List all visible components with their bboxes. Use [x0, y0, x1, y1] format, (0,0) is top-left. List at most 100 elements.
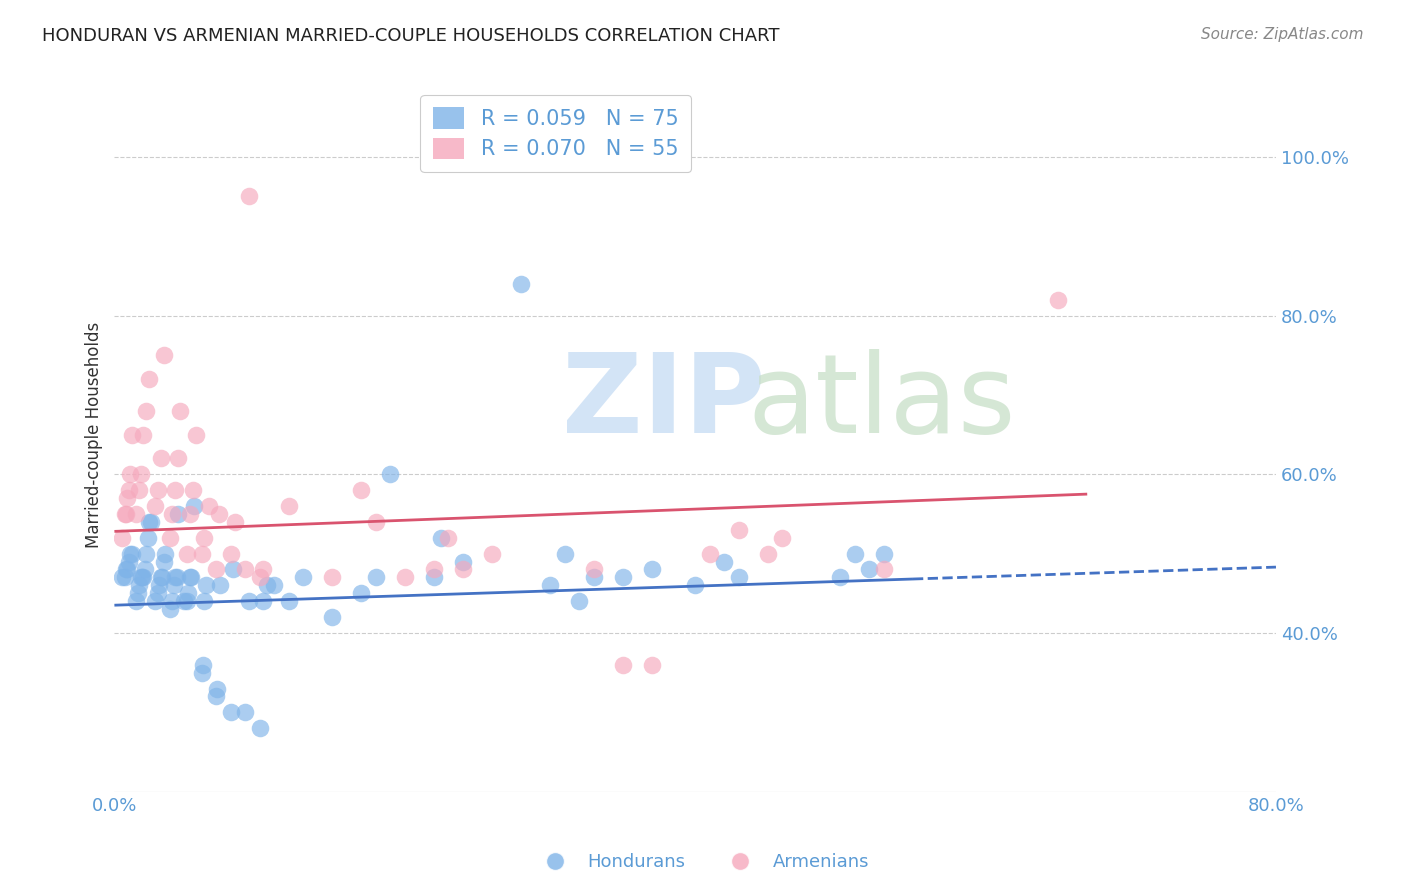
Point: [683, 578, 706, 592]
Point: [252, 562, 274, 576]
Text: atlas: atlas: [748, 349, 1017, 456]
Point: [143, 499, 166, 513]
Point: [873, 547, 896, 561]
Point: [114, 507, 136, 521]
Point: [277, 499, 299, 513]
Point: [727, 523, 749, 537]
Point: [193, 594, 215, 608]
Point: [222, 562, 245, 576]
Point: [205, 690, 228, 704]
Point: [252, 594, 274, 608]
Point: [167, 507, 190, 521]
Point: [146, 483, 169, 497]
Point: [568, 594, 591, 608]
Point: [165, 483, 187, 497]
Point: [176, 547, 198, 561]
Point: [166, 570, 188, 584]
Point: [162, 507, 184, 521]
Point: [873, 562, 896, 576]
Point: [115, 507, 138, 521]
Point: [159, 602, 181, 616]
Point: [135, 403, 157, 417]
Point: [830, 570, 852, 584]
Point: [1047, 293, 1070, 307]
Point: [131, 570, 153, 584]
Point: [770, 531, 793, 545]
Point: [155, 547, 177, 561]
Point: [640, 657, 662, 672]
Point: [180, 570, 202, 584]
Point: [135, 547, 157, 561]
Point: [219, 706, 242, 720]
Text: HONDURAN VS ARMENIAN MARRIED-COUPLE HOUSEHOLDS CORRELATION CHART: HONDURAN VS ARMENIAN MARRIED-COUPLE HOUS…: [42, 27, 780, 45]
Point: [150, 570, 173, 584]
Point: [238, 189, 260, 203]
Point: [699, 547, 721, 561]
Point: [163, 578, 186, 592]
Y-axis label: Married-couple Households: Married-couple Households: [86, 321, 103, 548]
Point: [191, 657, 214, 672]
Point: [364, 570, 387, 584]
Point: [165, 570, 187, 584]
Point: [554, 547, 576, 561]
Point: [510, 277, 533, 291]
Point: [364, 515, 387, 529]
Point: [184, 427, 207, 442]
Point: [138, 372, 160, 386]
Point: [394, 570, 416, 584]
Point: [844, 547, 866, 561]
Point: [152, 348, 174, 362]
Legend: R = 0.059   N = 75, R = 0.070   N = 55: R = 0.059 N = 75, R = 0.070 N = 55: [420, 95, 692, 172]
Point: [117, 491, 139, 505]
Text: Source: ZipAtlas.com: Source: ZipAtlas.com: [1201, 27, 1364, 42]
Point: [640, 562, 662, 576]
Point: [125, 594, 148, 608]
Text: ZIP: ZIP: [561, 349, 765, 456]
Point: [205, 562, 228, 576]
Point: [136, 531, 159, 545]
Point: [176, 594, 198, 608]
Point: [233, 706, 256, 720]
Point: [181, 483, 204, 497]
Point: [423, 570, 446, 584]
Point: [169, 403, 191, 417]
Point: [149, 451, 172, 466]
Point: [208, 507, 231, 521]
Point: [139, 515, 162, 529]
Point: [538, 578, 561, 592]
Point: [121, 547, 143, 561]
Point: [190, 547, 212, 561]
Point: [129, 570, 152, 584]
Point: [132, 427, 155, 442]
Point: [114, 570, 136, 584]
Point: [128, 483, 150, 497]
Point: [430, 531, 453, 545]
Point: [727, 570, 749, 584]
Point: [118, 483, 141, 497]
Point: [194, 578, 217, 592]
Point: [238, 594, 260, 608]
Point: [451, 555, 474, 569]
Point: [380, 467, 402, 482]
Point: [321, 570, 343, 584]
Point: [125, 507, 148, 521]
Point: [437, 531, 460, 545]
Point: [233, 562, 256, 576]
Point: [111, 531, 134, 545]
Point: [117, 562, 139, 576]
Point: [423, 562, 446, 576]
Point: [612, 570, 634, 584]
Legend: Hondurans, Armenians: Hondurans, Armenians: [530, 847, 876, 879]
Point: [481, 547, 503, 561]
Point: [143, 594, 166, 608]
Point: [207, 681, 229, 696]
Point: [224, 515, 246, 529]
Point: [249, 721, 271, 735]
Point: [138, 515, 160, 529]
Point: [193, 531, 215, 545]
Point: [263, 578, 285, 592]
Point: [179, 570, 201, 584]
Point: [162, 594, 184, 608]
Point: [451, 562, 474, 576]
Point: [146, 586, 169, 600]
